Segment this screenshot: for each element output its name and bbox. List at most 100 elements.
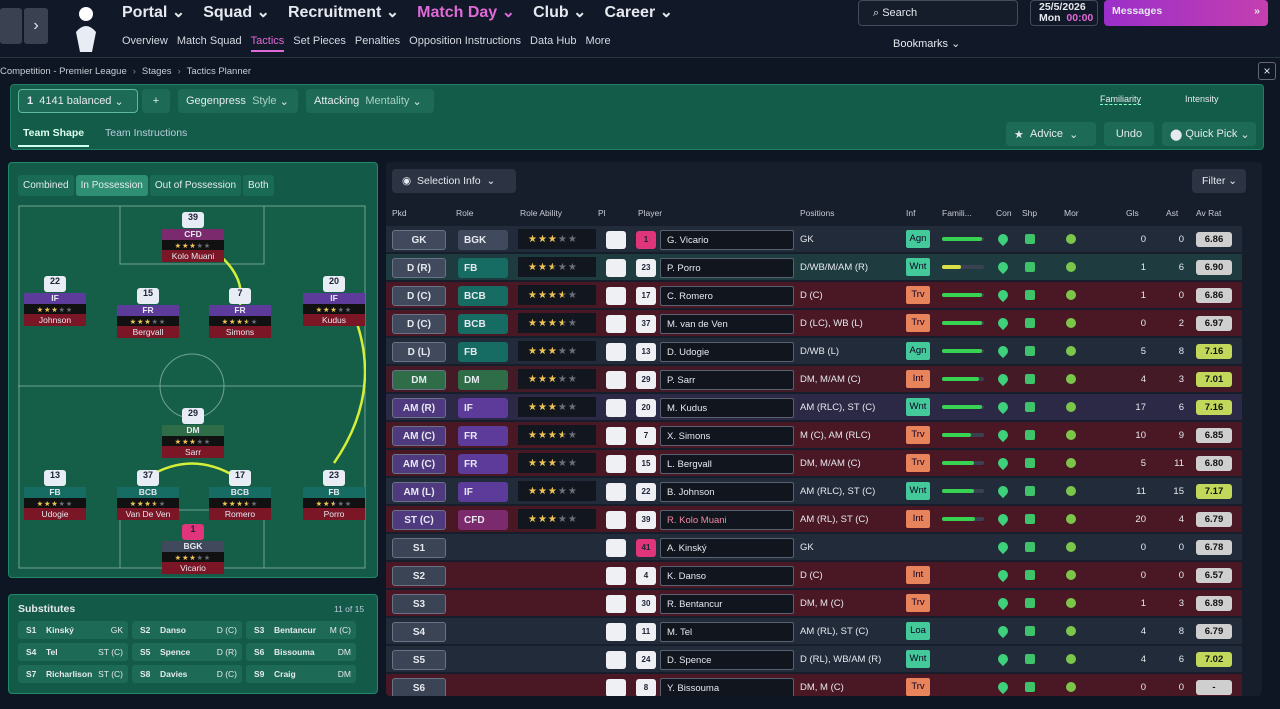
player-text[interactable]: G. Vicario [667,235,709,246]
mentality-select[interactable]: Attacking Mentality ⌄ [306,89,434,113]
add-tactic[interactable]: + [142,89,170,113]
table-row[interactable]: AM (C) FR ★★★★★★★★★★ 7 X. Simons M (C), AM (R… [386,422,1242,448]
table-row[interactable]: S2 4 K. Danso D (C) Int 0 0 6.57 [386,562,1242,588]
sub-entry[interactable]: S3 Bentancur M (C) [246,621,356,639]
sub-nav-item[interactable]: Opposition Instructions [409,35,522,47]
selection-info-button[interactable]: ◉ Selection Info ⌄ [392,169,516,193]
player-text[interactable]: P. Sarr [667,375,696,386]
sub-nav-item[interactable]: Overview [122,35,168,47]
sub-entry[interactable]: S4 Tel ST (C) [18,643,128,661]
bookmarks[interactable]: Bookmarks ⌄ [893,38,961,50]
crumb[interactable]: Competition - Premier League [0,66,127,77]
team-shape-tab[interactable]: Team Shape [18,121,90,147]
assists: 11 [1174,457,1184,469]
player-text[interactable]: K. Danso [667,571,707,582]
player-text[interactable]: P. Porro [667,263,701,274]
table-row[interactable]: ST (C) CFD ★★★★★★★★★★ 39 R. Kolo Muani AM (RL… [386,506,1242,532]
search-box[interactable]: ⌕ Search [858,0,1018,26]
close-button[interactable]: × [1258,62,1276,80]
back-button[interactable] [0,8,22,44]
player-text[interactable]: L. Bergvall [667,459,712,470]
pitch-tab[interactable]: Out of Possession [149,175,242,196]
table-row[interactable]: D (R) FB ★★★★★★★★★★ 23 P. Porro D/WB/M/AM (R)… [386,254,1242,280]
table-row[interactable]: S6 8 Y. Bissouma DM, M (C) Trv 0 0- [386,674,1242,696]
sub-nav-item[interactable]: Match Squad [176,35,242,47]
player-text[interactable]: M. van de Ven [667,319,728,330]
sub-entry[interactable]: S9 Craig DM [246,665,356,683]
pitch-tab[interactable]: Combined [18,175,74,196]
sub-entry[interactable]: S8 Davies D (C) [132,665,242,683]
nav-item[interactable]: Career ⌄ [604,4,674,21]
nav-item[interactable]: Club ⌄ [533,4,587,21]
nav-item[interactable]: Portal ⌄ [122,4,186,21]
nav-item[interactable]: Recruitment ⌄ [287,4,400,21]
table-row[interactable]: GK BGK ★★★★★★★★★★ 1 G. Vicario GK Agn 0 0 6.86 [386,226,1242,252]
sub-nav-item[interactable]: More [585,35,611,47]
player-text[interactable]: C. Romero [667,291,713,302]
table-row[interactable]: D (C) BCB ★★★★★★★★★★ 37 M. van de Ven D (LC),… [386,310,1242,336]
tactic-select[interactable]: 1 4141 balanced ⌄ [18,89,138,113]
role: CFD [162,229,224,240]
team-instructions-tab[interactable]: Team Instructions [105,127,188,139]
style-select[interactable]: Gegenpress Style ⌄ [178,89,298,113]
pl-icon [606,231,626,249]
table-row[interactable]: S5 24 D. Spence D (RL), WB/AM (R) Wnt 4 6 7.02 [386,646,1242,672]
sub-nav-item[interactable]: Tactics [250,35,285,52]
player-name: Kolo Muani [162,250,224,262]
morale-icon [1066,458,1076,468]
advice-button[interactable]: ★ Advice ⌄ [1006,122,1096,146]
nav-item[interactable]: Squad ⌄ [203,4,270,21]
player-text[interactable]: D. Spence [667,655,712,666]
table-row[interactable]: DM DM ★★★★★★★★★★ 29 P. Sarr DM, M/AM (C) Int 4 3… [386,366,1242,392]
pitch-tab[interactable]: Both [243,175,274,196]
messages-button[interactable]: Messages» [1104,0,1268,26]
table-row[interactable]: AM (C) FR ★★★★★★★★★★ 15 L. Bergvall DM, M/AM … [386,450,1242,476]
sub-nav-item[interactable]: Set Pieces [293,35,346,47]
undo-button[interactable]: Undo [1104,122,1154,146]
pitch-tab[interactable]: In Possession [75,175,148,196]
player-text[interactable]: A. Kinský [667,543,707,554]
player-text[interactable]: R. Kolo Muani [667,515,727,526]
sub-entry[interactable]: S6 Bissouma DM [246,643,356,661]
table-row[interactable]: S3 30 R. Bentancur DM, M (C) Trv 1 3 6.89 [386,590,1242,616]
player-text[interactable]: D. Udogie [667,347,710,358]
forward-button[interactable]: › [24,8,48,44]
table-row[interactable]: AM (L) IF ★★★★★★★★★★ 22 B. Johnson AM (RLC), … [386,478,1242,504]
table-row[interactable]: D (C) BCB ★★★★★★★★★★ 17 C. Romero D (C) Trv 1 06… [386,282,1242,308]
sub-entry[interactable]: S7 Richarlison ST (C) [18,665,128,683]
sub-entry[interactable]: S2 Danso D (C) [132,621,242,639]
goals: 11 [1136,485,1146,497]
quick-pick-button[interactable]: ⬤ Quick Pick ⌄ [1162,122,1256,146]
player-card[interactable]: 7FR ★★★★★★★★★★Simons [209,288,271,338]
crumb[interactable]: Tactics Planner [186,66,252,77]
player-text[interactable]: M. Tel [667,627,693,638]
filter-button[interactable]: Filter ⌄ [1192,169,1246,193]
nav-item[interactable]: Match Day ⌄ [417,4,516,21]
player-text[interactable]: X. Simons [667,431,711,442]
role: FB [458,258,508,278]
player-text[interactable]: Y. Bissouma [667,683,720,694]
table-row[interactable]: AM (R) IF ★★★★★★★★★★ 20 M. Kudus AM (RLC), ST… [386,394,1242,420]
sub-nav-item[interactable]: Penalties [354,35,401,47]
sub-nav-item[interactable]: Data Hub [530,35,577,47]
player-text[interactable]: R. Bentancur [667,599,723,610]
sub-entry[interactable]: S5 Spence D (R) [132,643,242,661]
player-text[interactable]: B. Johnson [667,487,715,498]
table-row[interactable]: S1 41 A. Kinský GK 0 0 6.78 [386,534,1242,560]
sub-entry[interactable]: S1 Kinský GK [18,621,128,639]
player-text[interactable]: M. Kudus [667,403,708,414]
table-row[interactable]: S4 11 M. Tel AM (RL), ST (C) Loa 4 8 6.79 [386,618,1242,644]
crumb[interactable]: Stages [141,66,172,77]
table-row[interactable]: D (L) FB ★★★★★★★★★★ 13 D. Udogie D/WB (L) Agn 5… [386,338,1242,364]
player-name: C. Romero [660,286,794,306]
